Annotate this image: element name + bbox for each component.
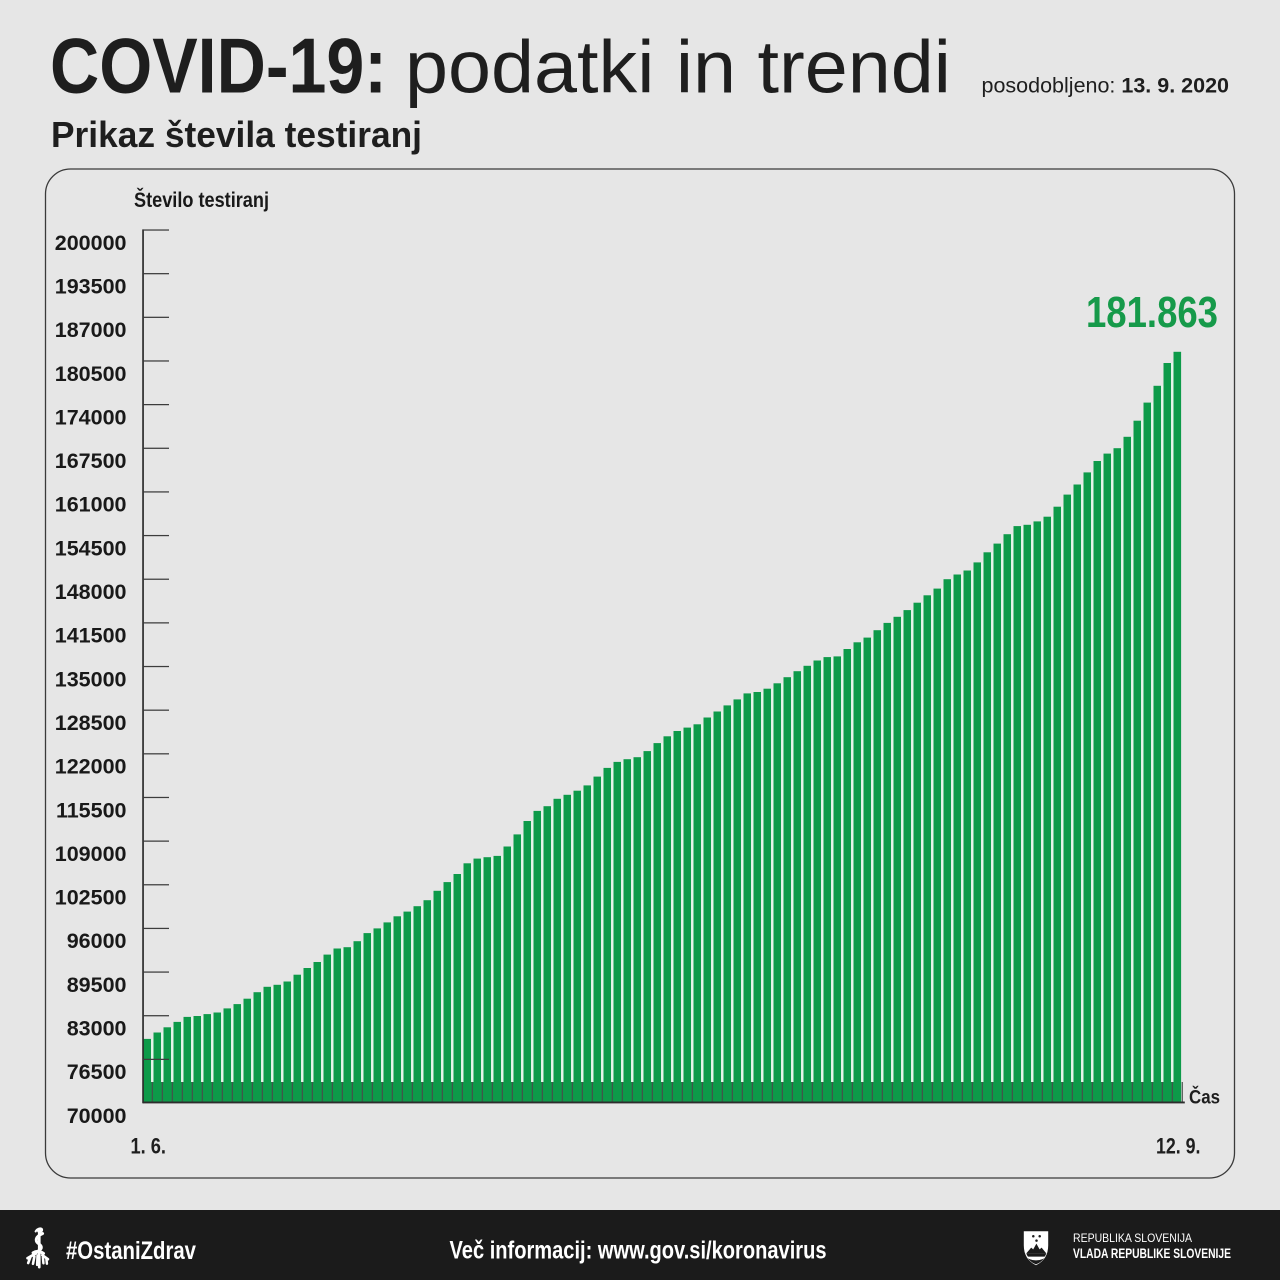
svg-text:89500: 89500 <box>67 973 127 997</box>
svg-text:Več informacij: www.gov.si/kor: Več informacij: www.gov.si/koronavirus <box>450 1236 827 1264</box>
svg-text:102500: 102500 <box>55 886 127 910</box>
svg-text:161000: 161000 <box>55 493 127 517</box>
svg-text:podatki in trendi: podatki in trendi <box>405 26 951 109</box>
svg-text:COVID-19:: COVID-19: <box>50 24 387 110</box>
svg-text:128500: 128500 <box>55 711 127 735</box>
svg-text:1. 6.: 1. 6. <box>131 1135 167 1159</box>
svg-text:115500: 115500 <box>56 798 127 822</box>
svg-text:154500: 154500 <box>55 536 127 560</box>
svg-text:141500: 141500 <box>55 624 127 648</box>
svg-text:VLADA REPUBLIKE SLOVENIJE: VLADA REPUBLIKE SLOVENIJE <box>1073 1245 1231 1261</box>
svg-text:posodobljeno: 13. 9. 2020: posodobljeno: 13. 9. 2020 <box>982 74 1230 98</box>
svg-text:Čas: Čas <box>1189 1087 1220 1109</box>
svg-text:148000: 148000 <box>55 580 127 604</box>
svg-text:180500: 180500 <box>55 362 127 386</box>
svg-text:96000: 96000 <box>67 929 127 953</box>
svg-text:135000: 135000 <box>55 667 127 691</box>
svg-text:Prikaz števila testiranj: Prikaz števila testiranj <box>51 114 422 155</box>
svg-text:Število testiranj: Število testiranj <box>134 187 269 212</box>
svg-text:12. 9.: 12. 9. <box>1156 1135 1201 1159</box>
svg-text:REPUBLIKA SLOVENIJA: REPUBLIKA SLOVENIJA <box>1073 1231 1192 1245</box>
svg-text:70000: 70000 <box>67 1104 127 1128</box>
svg-text:174000: 174000 <box>55 405 127 429</box>
svg-text:76500: 76500 <box>67 1060 127 1084</box>
svg-text:#OstaniZdrav: #OstaniZdrav <box>66 1236 196 1264</box>
svg-text:83000: 83000 <box>67 1017 127 1041</box>
svg-text:181.863: 181.863 <box>1086 288 1218 337</box>
svg-text:193500: 193500 <box>55 274 127 298</box>
svg-text:109000: 109000 <box>55 842 127 866</box>
svg-text:167500: 167500 <box>55 449 127 473</box>
svg-text:200000: 200000 <box>55 231 127 255</box>
svg-text:122000: 122000 <box>55 755 127 779</box>
svg-text:187000: 187000 <box>55 318 127 342</box>
